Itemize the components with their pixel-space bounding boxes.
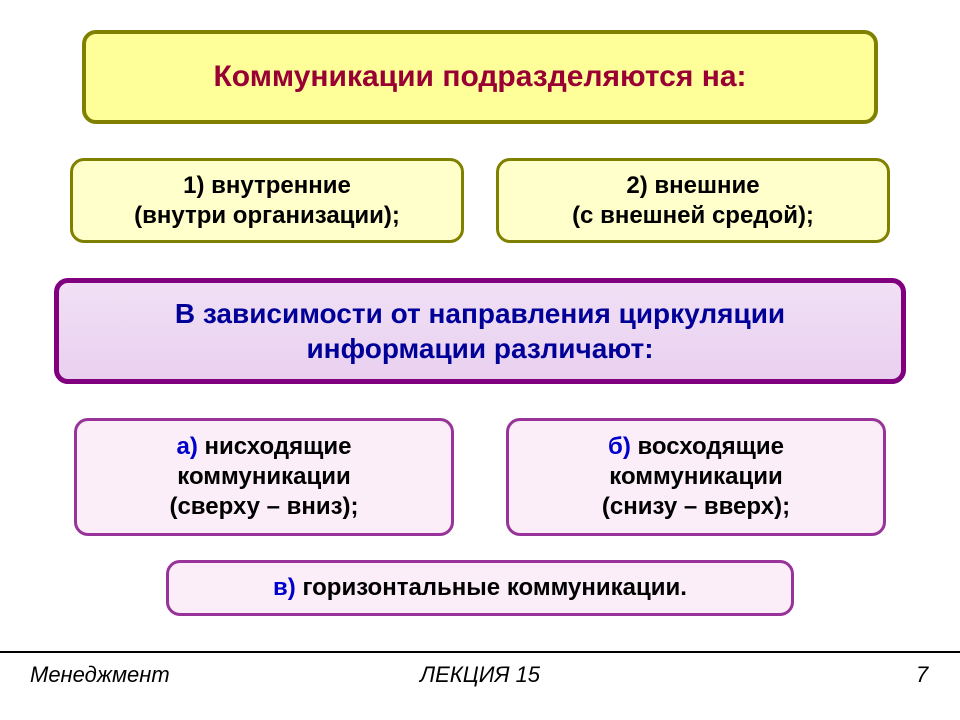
text-line: (сверху – вниз); <box>169 492 358 522</box>
title-box: Коммуникации подразделяются на: <box>82 30 878 124</box>
direction-box-horizontal: в) горизонтальные коммуникации. <box>166 560 794 616</box>
footer-page-number: 7 <box>916 662 928 688</box>
text-line: (с внешней средой); <box>572 201 814 231</box>
title-text: Коммуникации подразделяются на: <box>214 58 747 96</box>
direction-box-ascending: б) восходящие коммуникации (снизу – ввер… <box>506 418 886 536</box>
text-line: б) восходящие <box>608 432 784 462</box>
text-line: а) нисходящие <box>177 432 352 462</box>
direction-box-descending: а) нисходящие коммуникации (сверху – вни… <box>74 418 454 536</box>
text-line: 1) внутренние <box>183 171 351 201</box>
footer-left: Менеджмент <box>30 662 170 688</box>
list-prefix: б) <box>608 433 631 460</box>
footer-center: ЛЕКЦИЯ 15 <box>420 662 540 688</box>
text-line: информации различают: <box>306 331 653 366</box>
text-fragment: восходящие <box>631 433 784 460</box>
footer-divider <box>0 651 960 653</box>
subtitle-box: В зависимости от направления циркуляции … <box>54 278 906 384</box>
text-line: коммуникации <box>609 462 782 492</box>
text-line: (внутри организации); <box>134 201 400 231</box>
list-prefix: а) <box>177 433 198 460</box>
category-box-external: 2) внешние (с внешней средой); <box>496 158 890 243</box>
category-box-internal: 1) внутренние (внутри организации); <box>70 158 464 243</box>
slide-root: Коммуникации подразделяются на: 1) внутр… <box>0 0 960 720</box>
text-line: коммуникации <box>177 462 350 492</box>
text-line: (снизу – вверх); <box>602 492 790 522</box>
text-line: 2) внешние <box>626 171 759 201</box>
text-line: в) горизонтальные коммуникации. <box>273 573 687 603</box>
list-prefix: в) <box>273 574 296 601</box>
text-fragment: нисходящие <box>198 433 352 460</box>
text-line: В зависимости от направления циркуляции <box>175 296 785 331</box>
text-fragment: горизонтальные коммуникации. <box>296 574 687 601</box>
